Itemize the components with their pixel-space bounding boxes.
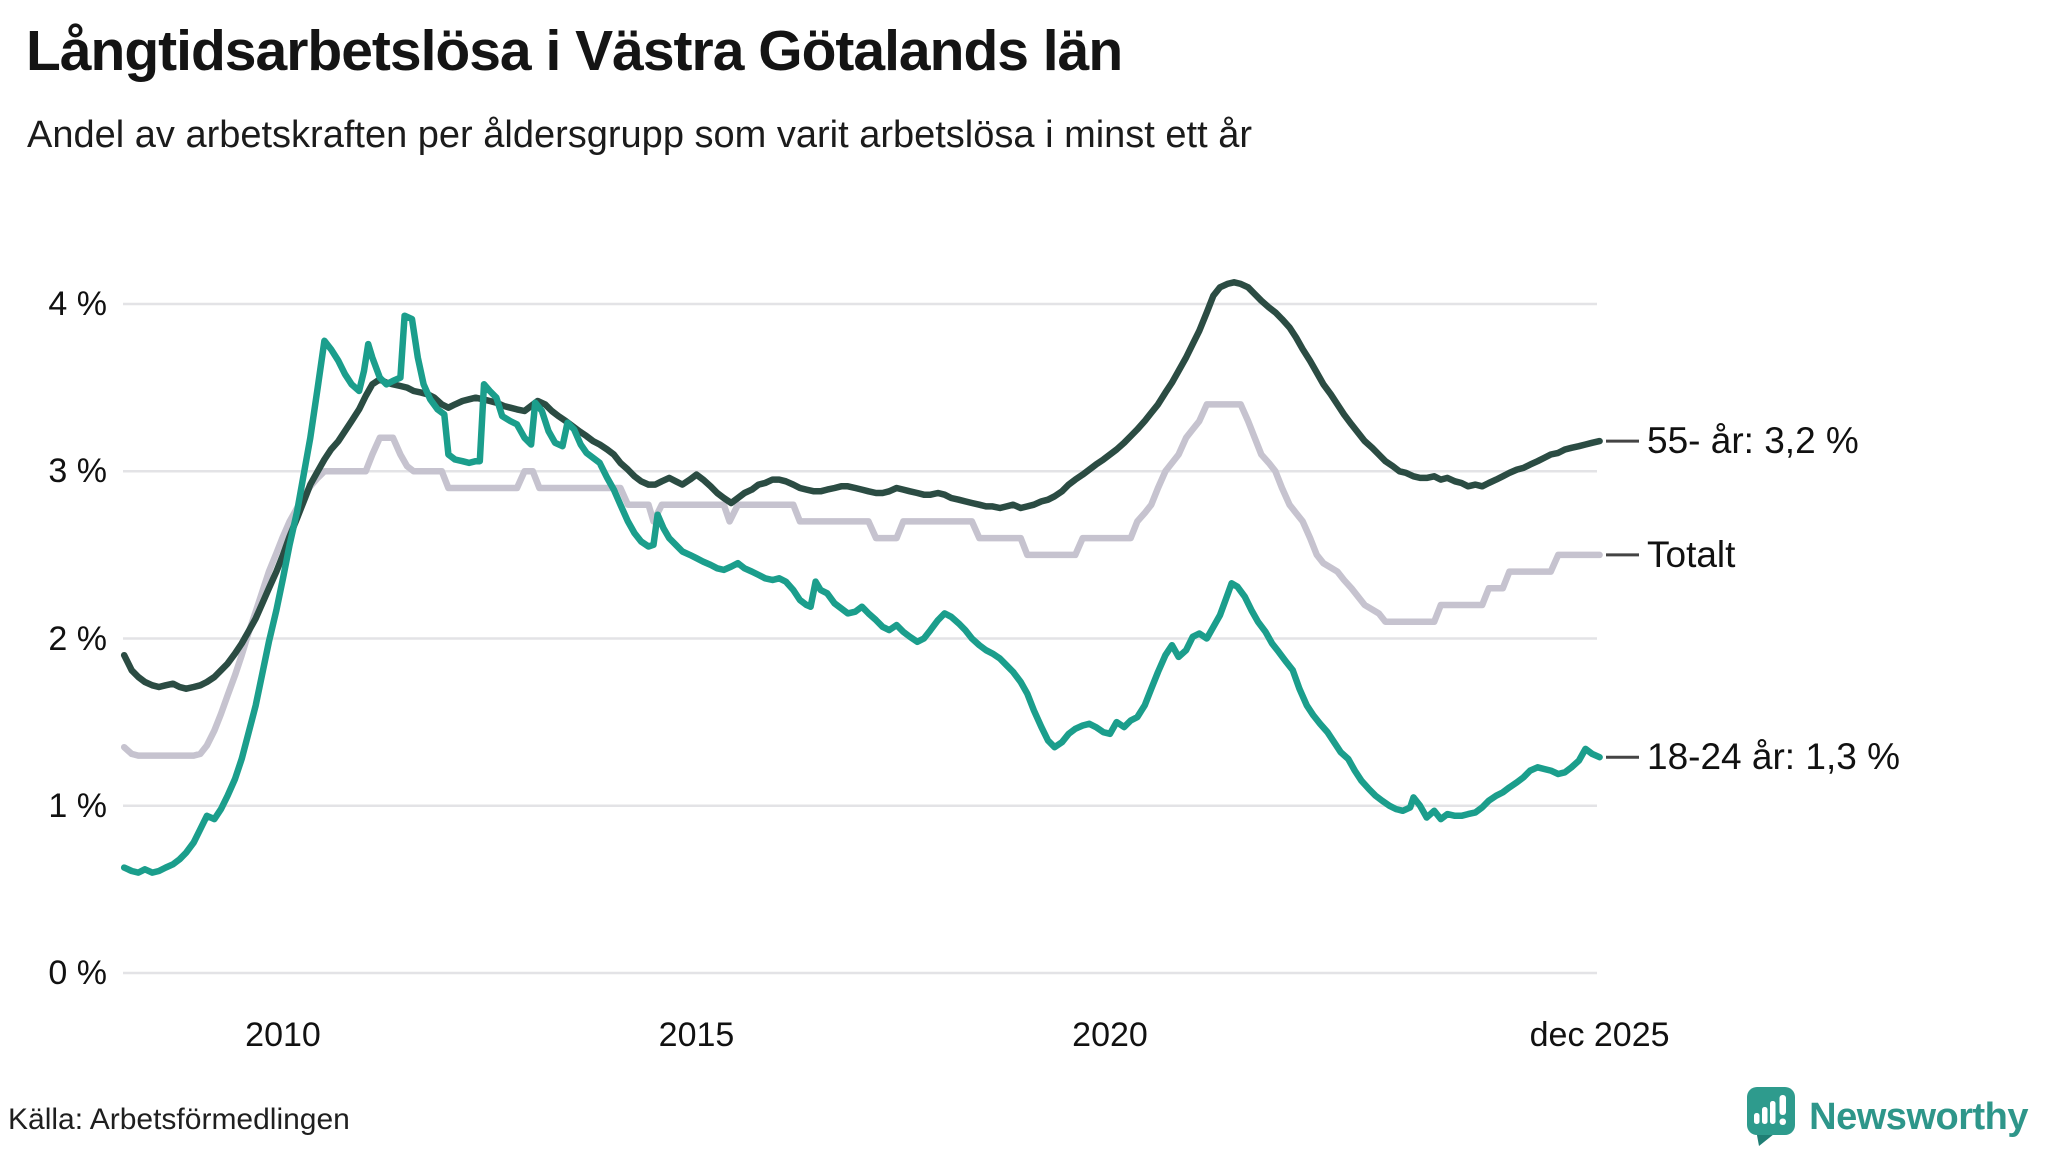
x-tick-label-2010: 2010 bbox=[245, 1016, 321, 1054]
x-tick-label-2015: 2015 bbox=[658, 1016, 735, 1054]
y-tick-label-2: 2 % bbox=[48, 619, 107, 658]
series-line-18-24-r bbox=[120, 312, 1603, 876]
page-subtitle: Andel av arbetskraften per åldersgrupp s… bbox=[27, 114, 1253, 156]
series-line-totalt bbox=[120, 401, 1603, 759]
newsworthy-wordmark: Newsworthy bbox=[1809, 1095, 2028, 1138]
series-end-label-55-r: 55- år: 3,2 % bbox=[1647, 420, 1859, 462]
series-line-55-r bbox=[120, 279, 1603, 692]
source-note: Källa: Arbetsförmedlingen bbox=[8, 1103, 350, 1136]
y-tick-label-4: 4 % bbox=[48, 285, 107, 323]
y-tick-label-0: 0 % bbox=[48, 954, 107, 992]
newsworthy-icon bbox=[1747, 1087, 1796, 1146]
newsworthy-logo: Newsworthy bbox=[1746, 1086, 2028, 1148]
page-title: Långtidsarbetslösa i Västra Götalands lä… bbox=[26, 19, 1123, 83]
y-tick-label-3: 3 % bbox=[48, 452, 107, 491]
x-tick-label-2020: 2020 bbox=[1072, 1016, 1148, 1054]
series-end-label-totalt: Totalt bbox=[1647, 533, 1736, 575]
series-end-label-18-24-r: 18-24 år: 1,3 % bbox=[1647, 736, 1900, 778]
x-tick-label-dec-2025: dec 2025 bbox=[1529, 1016, 1670, 1054]
y-tick-label-1: 1 % bbox=[48, 786, 107, 825]
